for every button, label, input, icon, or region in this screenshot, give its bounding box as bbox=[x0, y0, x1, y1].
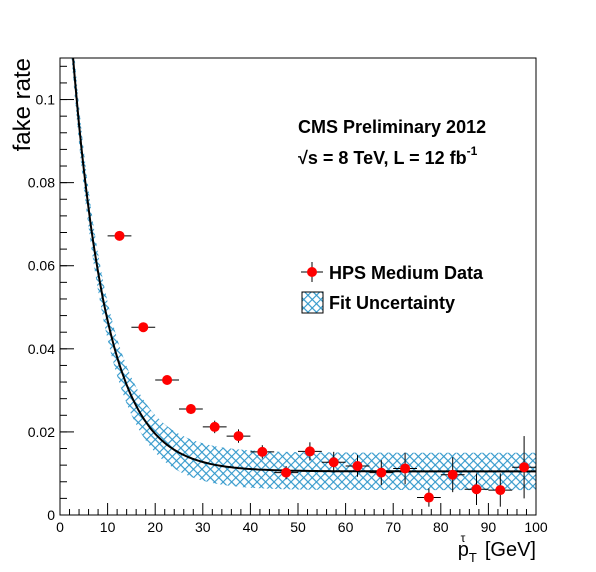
data-marker bbox=[400, 463, 410, 473]
x-axis-title-sub: T bbox=[469, 550, 477, 565]
fit-uncertainty-band bbox=[62, 0, 536, 490]
x-axis-title-unit: [GeV] bbox=[485, 539, 536, 561]
y-tick-label: 0 bbox=[47, 507, 55, 523]
legend-band-label: Fit Uncertainty bbox=[329, 293, 455, 313]
data-point bbox=[227, 429, 251, 442]
legend-band-swatch bbox=[302, 292, 323, 313]
data-marker bbox=[519, 462, 529, 472]
data-marker bbox=[353, 461, 363, 471]
data-point bbox=[155, 375, 179, 385]
x-tick-label: 30 bbox=[195, 519, 211, 535]
legend: HPS Medium Data Fit Uncertainty bbox=[301, 262, 484, 313]
data-marker bbox=[281, 468, 291, 478]
data-point bbox=[179, 404, 203, 414]
data-marker bbox=[138, 322, 148, 332]
data-marker bbox=[495, 485, 505, 495]
x-tick-label: 40 bbox=[243, 519, 259, 535]
data-marker bbox=[448, 470, 458, 480]
energy-lumi-sup: -1 bbox=[467, 144, 478, 158]
y-tick-label: 0.06 bbox=[28, 258, 55, 274]
x-tick-label: 90 bbox=[481, 519, 497, 535]
energy-lumi-label: √s = 8 TeV, L = 12 fb-1 bbox=[298, 144, 478, 168]
x-tick-label: 0 bbox=[56, 519, 64, 535]
data-marker bbox=[162, 375, 172, 385]
x-axis-ticks: 0 10 20 30 40 50 60 70 80 90 100 bbox=[56, 503, 548, 535]
x-axis-title-superscript: τ bbox=[461, 531, 466, 545]
x-tick-label: 100 bbox=[524, 519, 548, 535]
data-marker bbox=[472, 484, 482, 494]
x-tick-label: 10 bbox=[100, 519, 116, 535]
data-marker bbox=[376, 468, 386, 478]
fit-curve bbox=[62, 0, 536, 471]
y-tick-label: 0.04 bbox=[28, 341, 55, 357]
data-point bbox=[108, 231, 132, 241]
legend-data-label: HPS Medium Data bbox=[329, 263, 484, 283]
y-tick-label: 0.1 bbox=[36, 92, 56, 108]
data-marker bbox=[234, 431, 244, 441]
data-point bbox=[131, 322, 155, 332]
data-point bbox=[417, 488, 441, 506]
data-marker bbox=[257, 447, 267, 457]
x-tick-label: 60 bbox=[338, 519, 354, 535]
fit-curve-layer bbox=[62, 0, 536, 471]
y-axis-title: fake rate bbox=[9, 58, 36, 151]
data-marker bbox=[424, 493, 434, 503]
cms-label: CMS Preliminary 2012 bbox=[298, 117, 486, 137]
x-tick-label: 80 bbox=[433, 519, 449, 535]
legend-data-marker bbox=[307, 267, 317, 277]
y-tick-label: 0.08 bbox=[28, 175, 55, 191]
x-axis-title: pT [GeV] bbox=[458, 539, 536, 565]
data-marker bbox=[305, 446, 315, 456]
x-tick-label: 70 bbox=[385, 519, 401, 535]
data-marker bbox=[115, 231, 125, 241]
data-marker bbox=[210, 422, 220, 432]
fit-uncertainty-band-layer bbox=[62, 0, 536, 490]
data-marker bbox=[329, 457, 339, 467]
data-marker bbox=[186, 404, 196, 414]
x-tick-label: 50 bbox=[290, 519, 306, 535]
data-point bbox=[203, 421, 227, 433]
y-tick-label: 0.02 bbox=[28, 424, 55, 440]
energy-lumi-text: √s = 8 TeV, L = 12 fb bbox=[298, 148, 467, 168]
x-tick-label: 20 bbox=[147, 519, 163, 535]
